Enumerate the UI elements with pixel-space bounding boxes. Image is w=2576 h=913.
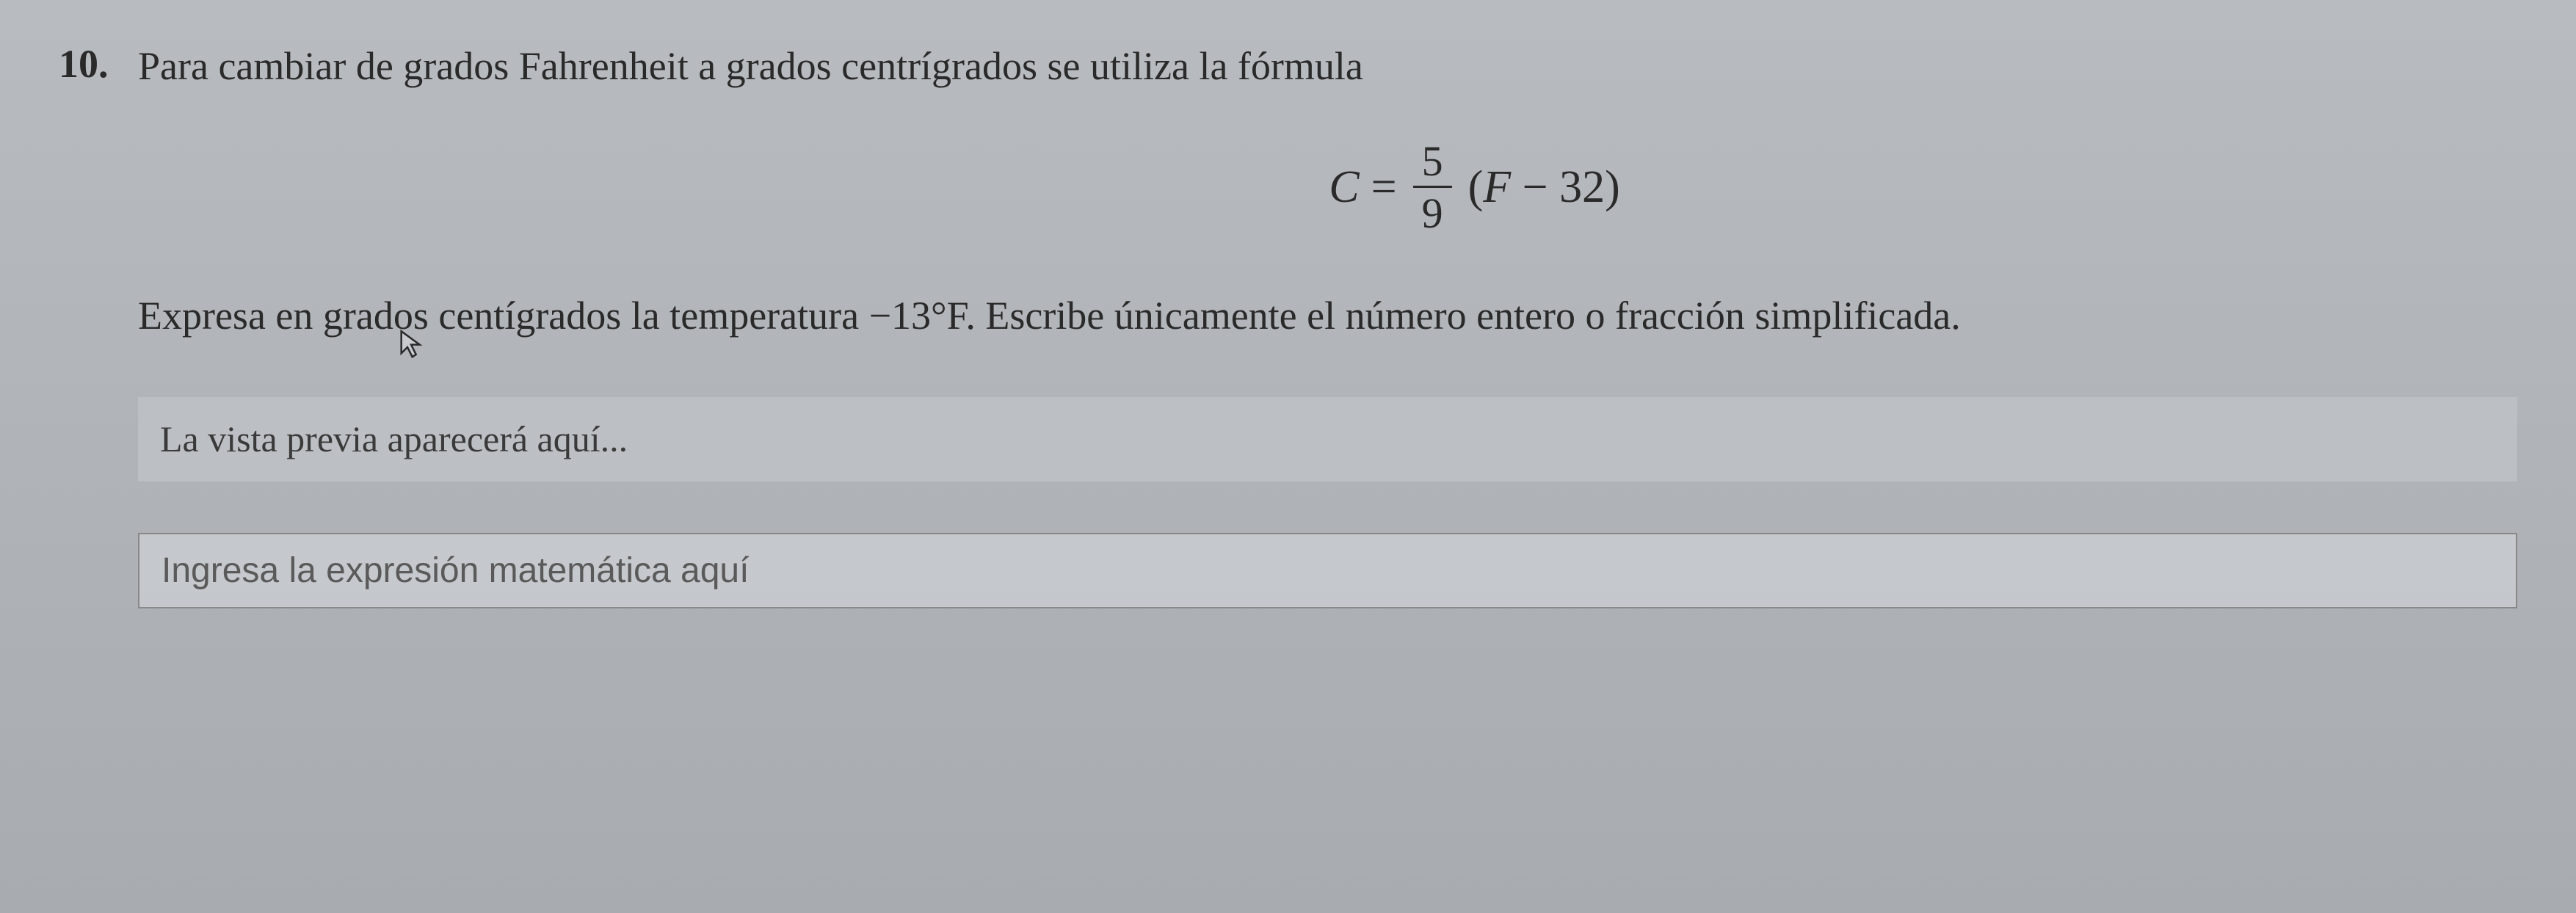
question-container: 10. Para cambiar de grados Fahrenheit a … (59, 37, 2517, 608)
paren-open: ( (1468, 162, 1484, 212)
question-number: 10. (59, 37, 125, 608)
instruction-temperature: −13°F. (869, 294, 976, 338)
formula-const-32: 32 (1559, 162, 1605, 212)
cursor-icon (396, 329, 426, 358)
instruction-post: Escribe únicamente el número entero o fr… (976, 294, 1961, 338)
fraction-numerator: 5 (1413, 140, 1452, 186)
fraction-denominator: 9 (1413, 186, 1452, 235)
formula-lhs-c: C (1329, 153, 1359, 222)
formula-equals: = (1371, 153, 1397, 222)
question-intro-text: Para cambiar de grados Fahrenheit a grad… (138, 37, 2517, 96)
question-body: Para cambiar de grados Fahrenheit a grad… (138, 37, 2517, 608)
instruction-pre: Expresa en grados centígrados la tempera… (138, 294, 869, 338)
math-expression-input[interactable] (138, 533, 2517, 608)
formula-container: C = 5 9 (F − 32) (138, 140, 2517, 235)
formula-minus: − (1523, 162, 1548, 212)
instruction-text: Expresa en grados centígrados la tempera… (138, 286, 2517, 346)
formula-rhs-group: (F − 32) (1468, 153, 1620, 222)
answer-preview-box: La vista previa aparecerá aquí... (138, 397, 2517, 481)
formula-var-f: F (1483, 162, 1511, 212)
formula: C = 5 9 (F − 32) (1329, 140, 1619, 235)
formula-fraction: 5 9 (1413, 140, 1452, 235)
paren-close: ) (1605, 162, 1620, 212)
